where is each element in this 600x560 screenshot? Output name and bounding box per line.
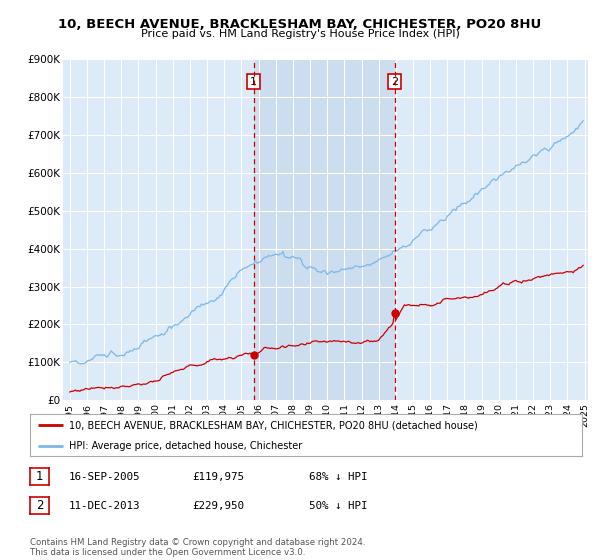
Text: 10, BEECH AVENUE, BRACKLESHAM BAY, CHICHESTER, PO20 8HU (detached house): 10, BEECH AVENUE, BRACKLESHAM BAY, CHICH… [68,421,478,430]
Text: 1: 1 [250,77,257,87]
Text: Price paid vs. HM Land Registry's House Price Index (HPI): Price paid vs. HM Land Registry's House … [140,29,460,39]
Text: Contains HM Land Registry data © Crown copyright and database right 2024.
This d: Contains HM Land Registry data © Crown c… [30,538,365,557]
Text: £229,950: £229,950 [192,501,244,511]
Text: 68% ↓ HPI: 68% ↓ HPI [309,472,367,482]
Text: £119,975: £119,975 [192,472,244,482]
Text: 2: 2 [36,499,43,512]
Text: 11-DEC-2013: 11-DEC-2013 [69,501,140,511]
Text: 16-SEP-2005: 16-SEP-2005 [69,472,140,482]
Text: 10, BEECH AVENUE, BRACKLESHAM BAY, CHICHESTER, PO20 8HU: 10, BEECH AVENUE, BRACKLESHAM BAY, CHICH… [58,18,542,31]
Text: HPI: Average price, detached house, Chichester: HPI: Average price, detached house, Chic… [68,441,302,451]
Bar [254,59,395,400]
Text: 1: 1 [36,470,43,483]
Text: 2: 2 [391,77,398,87]
Text: 50% ↓ HPI: 50% ↓ HPI [309,501,367,511]
